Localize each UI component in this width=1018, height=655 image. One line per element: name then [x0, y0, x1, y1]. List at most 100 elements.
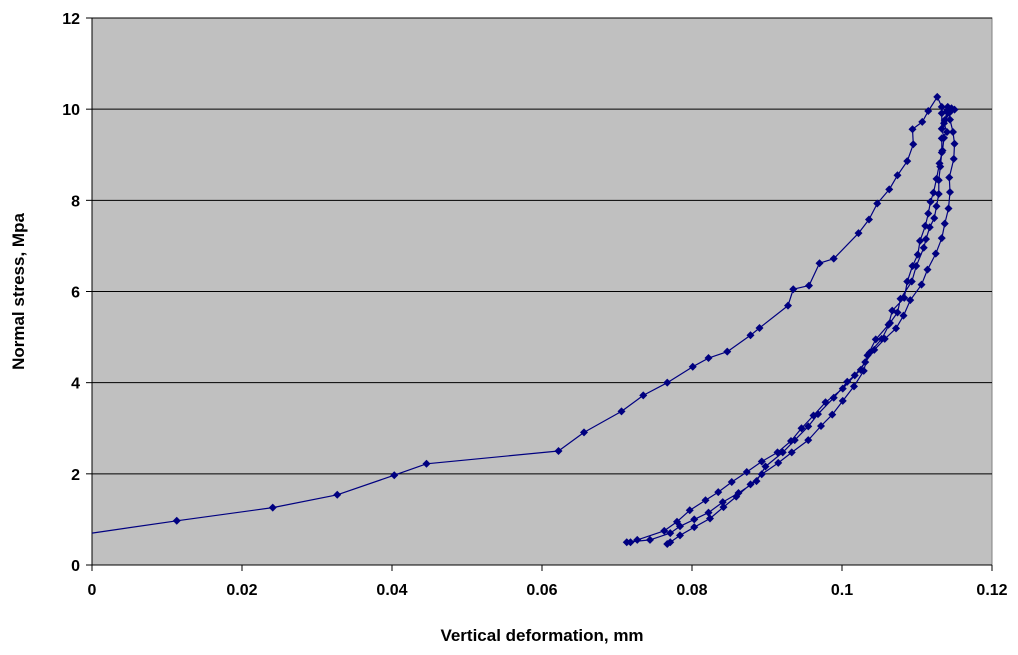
- data-point: [899, 311, 908, 320]
- data-point: [757, 457, 766, 466]
- data-point: [937, 109, 946, 118]
- x-tick-label: 0.1: [831, 582, 853, 599]
- data-point: [828, 410, 837, 419]
- data-point: [870, 345, 879, 354]
- data-point: [838, 396, 847, 405]
- data-point: [943, 127, 951, 136]
- y-tick-label: 4: [71, 376, 80, 393]
- data-point: [829, 254, 838, 263]
- y-axis-title: Normal stress, Mpa: [9, 213, 28, 370]
- data-series: [91, 92, 959, 549]
- data-point: [554, 447, 563, 456]
- data-point: [940, 133, 948, 142]
- data-point: [949, 154, 958, 163]
- y-tick-label: 12: [62, 11, 80, 28]
- x-axis-title: Vertical deformation, mm: [440, 626, 643, 645]
- data-point: [773, 448, 782, 457]
- data-point: [690, 523, 699, 532]
- data-point: [646, 535, 654, 544]
- data-point: [906, 296, 915, 305]
- data-point: [676, 531, 684, 540]
- data-point: [926, 197, 935, 206]
- data-point: [797, 424, 806, 433]
- data-point: [761, 462, 770, 471]
- data-point: [909, 140, 918, 149]
- data-point: [937, 234, 946, 243]
- data-point: [673, 517, 681, 526]
- data-point: [893, 171, 902, 180]
- y-tick-label: 8: [71, 193, 80, 210]
- data-point: [916, 236, 924, 245]
- data-point: [932, 202, 941, 211]
- data-point: [787, 448, 796, 457]
- data-point: [888, 306, 897, 315]
- data-point: [804, 422, 813, 431]
- data-point: [742, 468, 751, 477]
- data-point: [938, 146, 947, 155]
- data-point: [390, 471, 399, 480]
- data-point: [949, 127, 957, 136]
- data-point: [931, 249, 940, 258]
- data-point: [924, 209, 933, 218]
- data-point: [892, 324, 900, 333]
- data-point: [723, 347, 732, 356]
- data-point: [908, 125, 917, 134]
- data-point: [946, 115, 954, 124]
- data-point: [805, 281, 813, 290]
- data-point: [704, 508, 713, 517]
- data-point: [871, 335, 880, 344]
- data-point: [922, 235, 930, 244]
- data-point: [829, 393, 838, 402]
- x-tick-label: 0.06: [526, 582, 557, 599]
- data-point: [880, 334, 889, 343]
- data-point: [859, 366, 868, 375]
- data-point: [863, 351, 872, 360]
- data-point: [789, 285, 798, 294]
- data-point: [850, 371, 859, 380]
- data-point: [778, 448, 787, 457]
- data-point: [172, 516, 181, 525]
- data-point: [755, 323, 764, 332]
- data-point: [690, 515, 699, 524]
- data-point: [950, 139, 959, 148]
- data-point: [663, 540, 672, 549]
- data-point: [804, 436, 813, 445]
- data-point: [907, 277, 916, 286]
- data-point: [945, 173, 954, 182]
- data-point: [784, 301, 792, 310]
- x-tick-label: 0.08: [676, 582, 707, 599]
- data-point: [663, 378, 672, 387]
- y-tick-label: 2: [71, 467, 80, 484]
- data-point: [945, 108, 954, 117]
- data-point: [719, 503, 728, 512]
- data-point: [903, 157, 912, 166]
- data-point: [933, 92, 942, 101]
- data-point: [718, 498, 727, 507]
- data-point: [854, 229, 863, 238]
- data-point: [685, 506, 694, 515]
- data-point: [732, 492, 741, 501]
- data-point: [843, 377, 852, 386]
- y-tick-label: 6: [71, 285, 80, 302]
- data-point: [706, 514, 714, 523]
- data-point: [929, 188, 938, 197]
- data-point: [787, 437, 795, 446]
- gridlines: [92, 17, 992, 475]
- series-line: [91, 96, 956, 545]
- data-point: [850, 382, 858, 391]
- data-point: [885, 185, 894, 194]
- data-point: [946, 188, 954, 197]
- data-point: [838, 384, 847, 393]
- data-point: [903, 277, 912, 286]
- data-point: [774, 458, 783, 467]
- data-point: [422, 459, 431, 468]
- data-point: [924, 106, 933, 115]
- data-point: [817, 421, 825, 430]
- data-point: [932, 174, 941, 183]
- data-point: [930, 214, 939, 223]
- data-point: [580, 428, 588, 437]
- data-point: [940, 219, 949, 228]
- data-point: [617, 407, 626, 416]
- data-point: [917, 280, 926, 289]
- data-point: [921, 221, 930, 230]
